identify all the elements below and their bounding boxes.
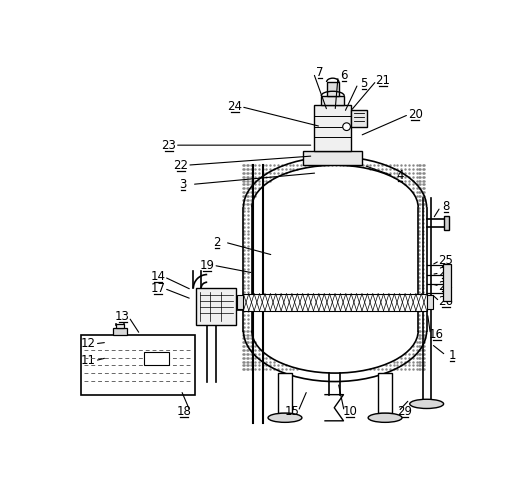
Text: 19: 19 [200,259,215,272]
Text: 2: 2 [214,236,221,248]
Bar [116,324,124,328]
Text: 13: 13 [115,310,130,324]
Bar [113,328,127,334]
Bar [427,295,433,309]
Text: 18: 18 [177,405,191,418]
Text: 24: 24 [227,100,242,113]
Text: 23: 23 [161,138,176,152]
Bar [378,373,392,413]
Bar [237,295,244,309]
Text: 15: 15 [285,405,299,418]
Bar [304,151,362,165]
Text: 25: 25 [439,254,453,267]
Text: 6: 6 [340,69,348,82]
Text: 21: 21 [375,74,390,87]
Text: 12: 12 [81,337,96,350]
Text: 27: 27 [438,267,453,279]
Ellipse shape [268,413,302,422]
Text: 10: 10 [343,405,358,418]
Text: 3: 3 [179,178,186,191]
Bar [327,82,339,96]
Text: 7: 7 [316,66,323,79]
Text: 8: 8 [442,200,450,213]
Ellipse shape [343,123,350,131]
Text: 11: 11 [81,355,96,367]
Text: 26: 26 [438,295,453,308]
Ellipse shape [410,399,443,409]
Text: 28: 28 [439,279,453,293]
Text: 1: 1 [448,349,456,362]
Text: 16: 16 [429,328,444,341]
Bar [244,294,427,311]
Text: 4: 4 [396,169,403,183]
Text: 20: 20 [408,108,422,121]
Text: 5: 5 [360,77,367,90]
Bar [351,110,367,127]
Bar [321,96,344,105]
Text: 14: 14 [150,271,165,283]
Bar [444,216,449,230]
Text: 22: 22 [174,159,188,172]
Bar [81,334,195,395]
Bar [443,264,451,300]
Text: 29: 29 [397,405,412,418]
Text: 17: 17 [150,282,165,295]
Bar [144,352,169,365]
Bar [196,288,237,326]
Bar [314,105,351,151]
Bar [278,373,292,413]
Ellipse shape [368,413,402,422]
